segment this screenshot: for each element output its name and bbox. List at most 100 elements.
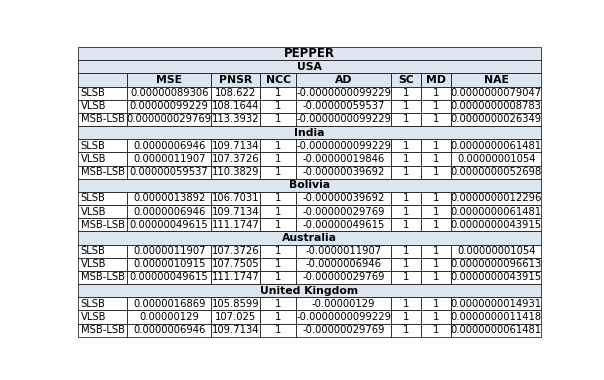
Text: 1: 1 xyxy=(433,312,440,322)
Bar xyxy=(127,113,211,126)
Text: Bolivia: Bolivia xyxy=(289,180,330,190)
Text: SLSB: SLSB xyxy=(81,141,106,151)
Text: 0.000000029769: 0.000000029769 xyxy=(127,114,212,125)
Bar xyxy=(391,166,422,179)
Text: 1: 1 xyxy=(275,246,281,256)
Text: 0.0000000011418: 0.0000000011418 xyxy=(451,312,542,322)
Text: VLSB: VLSB xyxy=(81,259,106,269)
Text: -0.00000049615: -0.00000049615 xyxy=(303,220,385,230)
Text: MSB-LSB: MSB-LSB xyxy=(81,114,124,125)
Text: 1: 1 xyxy=(275,325,281,335)
Text: SLSB: SLSB xyxy=(81,88,106,98)
Bar xyxy=(296,87,391,100)
Bar xyxy=(296,113,391,126)
Text: 1: 1 xyxy=(403,312,410,322)
Bar xyxy=(296,152,391,166)
Bar xyxy=(422,73,451,87)
Text: 107.3726: 107.3726 xyxy=(212,246,260,256)
Text: 1: 1 xyxy=(403,141,410,151)
Bar xyxy=(211,100,260,113)
Bar xyxy=(391,113,422,126)
Text: MSB-LSB: MSB-LSB xyxy=(81,167,124,177)
Bar xyxy=(451,245,541,258)
Text: 107.3726: 107.3726 xyxy=(212,154,260,164)
Text: 0.00000001054: 0.00000001054 xyxy=(457,246,536,256)
Text: 1: 1 xyxy=(433,88,440,98)
Bar xyxy=(211,205,260,218)
Bar xyxy=(78,310,127,324)
Bar xyxy=(451,258,541,271)
Bar xyxy=(451,87,541,100)
Text: 0.0000000052698: 0.0000000052698 xyxy=(451,167,542,177)
Bar xyxy=(391,218,422,231)
Bar xyxy=(451,192,541,205)
Text: 0.00000099229: 0.00000099229 xyxy=(130,101,208,111)
Bar xyxy=(127,310,211,324)
Text: MSB-LSB: MSB-LSB xyxy=(81,325,124,335)
Bar xyxy=(211,218,260,231)
Text: -0.00000129: -0.00000129 xyxy=(312,299,375,309)
Bar xyxy=(260,297,296,310)
Text: 1: 1 xyxy=(433,167,440,177)
Text: 1: 1 xyxy=(433,114,440,125)
Text: NAE: NAE xyxy=(484,75,509,85)
Bar xyxy=(260,258,296,271)
Text: 1: 1 xyxy=(433,259,440,269)
Bar xyxy=(451,205,541,218)
Bar xyxy=(78,126,541,139)
Text: 0.0000011907: 0.0000011907 xyxy=(133,246,205,256)
Bar xyxy=(260,139,296,152)
Text: -0.0000000099229: -0.0000000099229 xyxy=(296,312,391,322)
Text: 108.1644: 108.1644 xyxy=(212,101,260,111)
Bar xyxy=(78,60,541,73)
Bar xyxy=(78,139,127,152)
Bar xyxy=(127,205,211,218)
Bar xyxy=(260,113,296,126)
Text: VLSB: VLSB xyxy=(81,154,106,164)
Text: 1: 1 xyxy=(275,154,281,164)
Bar xyxy=(260,166,296,179)
Text: -0.00000019846: -0.00000019846 xyxy=(303,154,385,164)
Text: -0.00000039692: -0.00000039692 xyxy=(303,167,385,177)
Bar xyxy=(422,245,451,258)
Text: India: India xyxy=(294,128,325,138)
Bar xyxy=(78,297,127,310)
Text: 1: 1 xyxy=(403,101,410,111)
Bar xyxy=(127,139,211,152)
Bar xyxy=(78,258,127,271)
Bar xyxy=(127,73,211,87)
Bar xyxy=(296,271,391,284)
Text: MSE: MSE xyxy=(156,75,182,85)
Text: 109.7134: 109.7134 xyxy=(212,325,260,335)
Bar xyxy=(451,113,541,126)
Bar xyxy=(211,152,260,166)
Bar xyxy=(260,310,296,324)
Bar xyxy=(78,231,541,245)
Bar xyxy=(296,100,391,113)
Bar xyxy=(211,271,260,284)
Bar xyxy=(211,192,260,205)
Text: 107.025: 107.025 xyxy=(215,312,257,322)
Bar xyxy=(296,166,391,179)
Bar xyxy=(451,218,541,231)
Text: 0.00000049615: 0.00000049615 xyxy=(130,272,208,282)
Text: -0.00000039692: -0.00000039692 xyxy=(303,193,385,203)
Bar xyxy=(211,113,260,126)
Text: PEPPER: PEPPER xyxy=(284,47,335,60)
Bar xyxy=(451,310,541,324)
Text: 1: 1 xyxy=(403,114,410,125)
Bar xyxy=(211,87,260,100)
Bar xyxy=(391,73,422,87)
Text: 0.00000001054: 0.00000001054 xyxy=(457,154,536,164)
Bar xyxy=(451,297,541,310)
Text: -0.00000029769: -0.00000029769 xyxy=(303,207,385,217)
Text: 109.7134: 109.7134 xyxy=(212,141,260,151)
Text: 108.622: 108.622 xyxy=(215,88,257,98)
Bar xyxy=(78,245,127,258)
Text: 0.0000006946: 0.0000006946 xyxy=(133,207,205,217)
Text: -0.00000059537: -0.00000059537 xyxy=(303,101,385,111)
Bar xyxy=(391,87,422,100)
Text: -0.0000011907: -0.0000011907 xyxy=(306,246,382,256)
Bar xyxy=(260,87,296,100)
Text: 1: 1 xyxy=(275,299,281,309)
